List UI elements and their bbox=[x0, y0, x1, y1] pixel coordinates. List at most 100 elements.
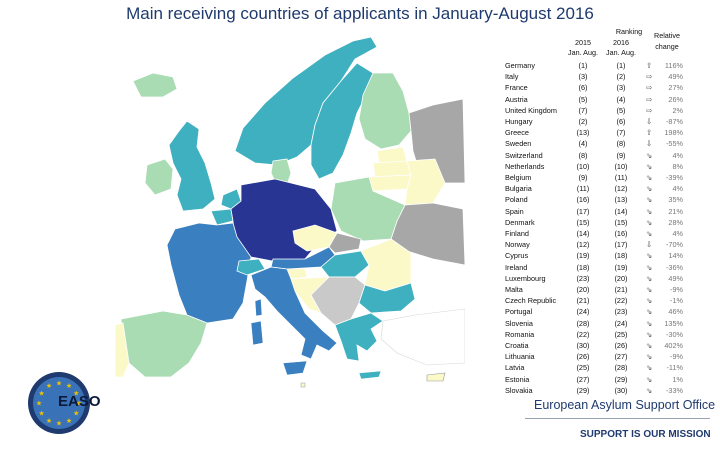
mission-tagline: SUPPORT IS OUR MISSION bbox=[580, 429, 711, 440]
region-malta bbox=[300, 382, 306, 388]
country-name: Switzerland bbox=[505, 150, 543, 160]
trend-arrow-icon: ⇧ bbox=[645, 128, 653, 138]
ranking-row: Finland (14) (16) ⇘ 4% bbox=[505, 229, 710, 240]
ranking-row: Austria (5) (4) ⇨ 26% bbox=[505, 95, 710, 106]
relative-change: -87% bbox=[665, 117, 683, 126]
rank-2016: (8) bbox=[616, 139, 626, 149]
trend-arrow-icon: ⇘ bbox=[645, 229, 653, 238]
country-name: Romania bbox=[505, 329, 535, 339]
rank-2016: (25) bbox=[614, 329, 628, 339]
trend-arrow-icon: ⇘ bbox=[645, 318, 653, 328]
region-poland bbox=[330, 176, 406, 242]
rank-2015: (6) bbox=[578, 83, 588, 93]
map-svg bbox=[114, 36, 466, 388]
rank-2016: (30) bbox=[614, 385, 628, 395]
rank-2016: (26) bbox=[614, 341, 628, 350]
rank-2016: (3) bbox=[616, 83, 626, 93]
region-estonia bbox=[376, 146, 408, 164]
rank-2015: (26) bbox=[576, 352, 590, 362]
trend-arrow-icon: ⇧ bbox=[645, 61, 653, 70]
rank-2015: (5) bbox=[578, 94, 588, 104]
relative-change: 198% bbox=[664, 128, 683, 138]
header-2015: 2015 bbox=[575, 38, 591, 47]
page-title: Main receiving countries of applicants i… bbox=[126, 4, 594, 23]
relative-change: -9% bbox=[670, 352, 683, 362]
relative-change: 135% bbox=[664, 318, 683, 328]
rank-2016: (23) bbox=[614, 307, 628, 317]
country-name: Ireland bbox=[505, 262, 528, 272]
relative-change: 26% bbox=[668, 94, 683, 104]
star-icon: ★ bbox=[66, 382, 72, 390]
header-change: change bbox=[655, 42, 679, 51]
relative-change: -1% bbox=[670, 296, 683, 306]
trend-arrow-icon: ⇘ bbox=[645, 173, 653, 182]
easo-logo-svg: ★ ★★★★★★★★★★★ bbox=[28, 372, 90, 434]
region-latvia bbox=[372, 160, 412, 178]
ranking-row: Denmark (15) (15) ⇘ 28% bbox=[505, 218, 710, 229]
region-spain bbox=[120, 310, 208, 378]
country-name: Spain bbox=[505, 206, 524, 216]
country-name: Slovakia bbox=[505, 385, 533, 395]
rank-2015: (29) bbox=[576, 385, 590, 395]
rank-2016: (17) bbox=[614, 240, 628, 250]
region-crete bbox=[358, 370, 382, 380]
relative-change: 49% bbox=[668, 72, 683, 82]
country-name: United Kingdom bbox=[505, 105, 557, 115]
ranking-row: Hungary (2) (6) ⇩ -87% bbox=[505, 117, 710, 128]
rank-2016: (10) bbox=[614, 161, 628, 171]
rank-2015: (21) bbox=[576, 296, 590, 306]
ranking-header: Ranking bbox=[615, 27, 643, 36]
rank-2015: (7) bbox=[578, 105, 588, 115]
rank-2016: (2) bbox=[616, 72, 626, 82]
rank-2015: (27) bbox=[576, 374, 590, 384]
country-name: Italy bbox=[505, 72, 519, 82]
relative-change: -11% bbox=[666, 363, 684, 373]
rank-2016: (5) bbox=[616, 105, 626, 115]
ranking-row: Latvia (25) (28) ⇘ -11% bbox=[505, 363, 710, 374]
ranking-row: Portugal (24) (23) ⇘ 46% bbox=[505, 307, 710, 318]
rank-2015: (15) bbox=[576, 217, 590, 227]
header-period-2015: Jan. Aug. bbox=[568, 48, 598, 57]
easo-logo: ★ ★ ★ ★ ★ ★ ★ ★ ★ ★ ★ ★ EASO bbox=[24, 370, 101, 436]
region-cyprus bbox=[426, 372, 446, 382]
trend-arrow-icon: ⇩ bbox=[645, 240, 653, 250]
ranking-row: Spain (17) (14) ⇘ 21% bbox=[505, 207, 710, 218]
rank-2016: (24) bbox=[614, 318, 628, 328]
trend-arrow-icon: ⇘ bbox=[645, 150, 653, 160]
rank-2015: (12) bbox=[576, 240, 590, 250]
rank-2015: (23) bbox=[576, 273, 590, 283]
rank-2015: (3) bbox=[578, 72, 588, 82]
rank-2016: (12) bbox=[614, 184, 628, 194]
ranking-row: Poland (16) (13) ⇘ 35% bbox=[505, 195, 710, 206]
relative-change: -33% bbox=[665, 385, 683, 395]
europe-map bbox=[114, 33, 466, 393]
star-icon: ★ bbox=[46, 382, 52, 390]
relative-change: 116% bbox=[664, 61, 683, 70]
country-name: Malta bbox=[505, 285, 523, 294]
rank-2015: (9) bbox=[578, 173, 588, 182]
relative-change: 1% bbox=[672, 374, 683, 384]
star-icon: ★ bbox=[39, 410, 45, 418]
star-icon: ★ bbox=[73, 410, 79, 418]
rank-2016: (27) bbox=[614, 352, 628, 362]
ranking-row: Cyprus (19) (18) ⇘ 14% bbox=[505, 251, 710, 262]
rank-2015: (16) bbox=[576, 195, 590, 205]
relative-change: -9% bbox=[670, 285, 683, 294]
country-name: Greece bbox=[505, 128, 529, 138]
rank-2015: (22) bbox=[576, 329, 590, 339]
relative-change: -39% bbox=[665, 173, 683, 182]
ranking-row: Romania (22) (25) ⇘ -30% bbox=[505, 330, 710, 341]
header-2016: 2016 bbox=[613, 38, 629, 47]
rank-2016: (9) bbox=[616, 150, 626, 160]
footer-divider bbox=[525, 418, 710, 419]
country-name: Czech Republic bbox=[505, 296, 557, 306]
trend-arrow-icon: ⇨ bbox=[645, 83, 653, 93]
region-germany bbox=[230, 178, 338, 264]
rank-2015: (17) bbox=[576, 206, 590, 216]
rank-2016: (1) bbox=[616, 61, 626, 70]
star-icon: ★ bbox=[36, 400, 42, 408]
rank-2016: (22) bbox=[614, 296, 628, 306]
region-bulgaria bbox=[358, 282, 416, 314]
rank-2015: (4) bbox=[578, 139, 588, 149]
ranking-row: Belgium (9) (11) ⇘ -39% bbox=[505, 173, 710, 184]
